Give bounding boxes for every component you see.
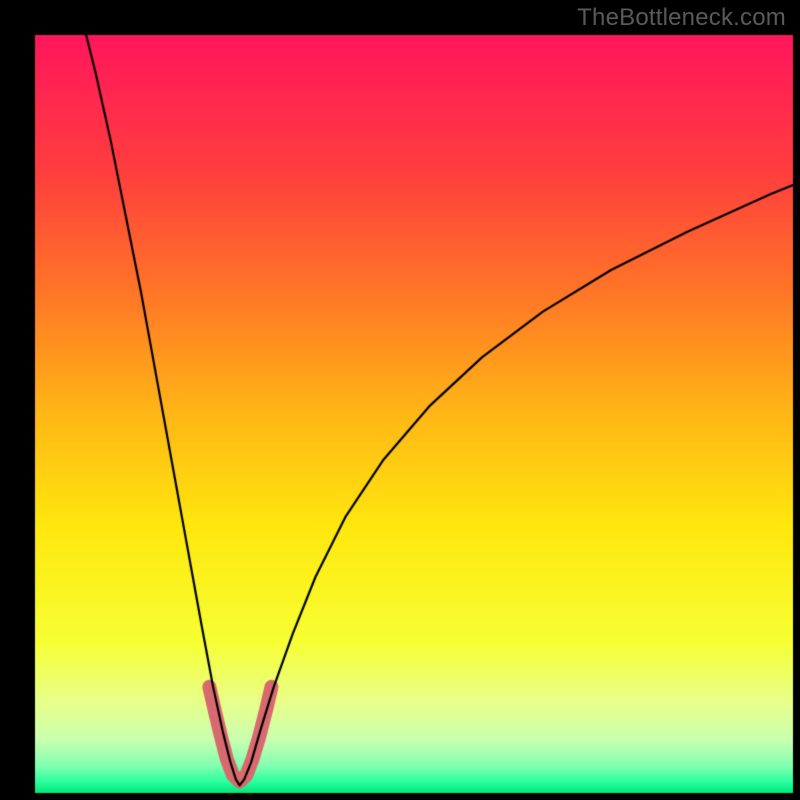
chart-stage: TheBottleneck.com	[0, 0, 800, 800]
watermark-text: TheBottleneck.com	[577, 4, 786, 32]
bottleneck-curve-chart	[0, 0, 800, 800]
